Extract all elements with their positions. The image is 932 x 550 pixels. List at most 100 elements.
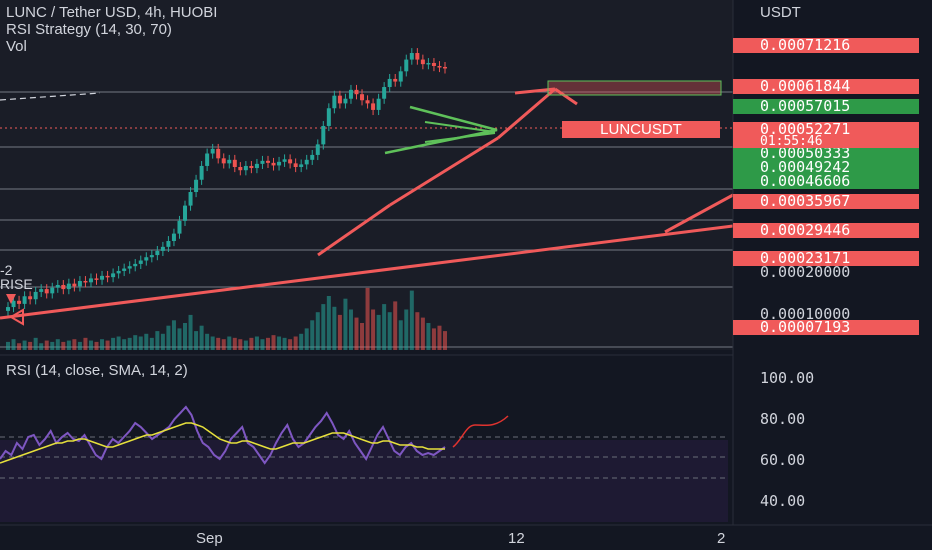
volume-bar — [265, 337, 270, 350]
candles — [6, 48, 447, 317]
volume-bar — [415, 312, 420, 350]
candle-body — [88, 278, 93, 283]
volume-bar — [183, 323, 188, 350]
volume-bar — [238, 339, 243, 350]
rsi-ma-line — [0, 422, 445, 464]
volume-bar — [271, 335, 276, 350]
volume-bar — [144, 333, 149, 350]
volume-bar — [138, 336, 143, 350]
projection-up — [497, 87, 556, 140]
price-label: 0.00061844 — [733, 79, 919, 94]
candle-body — [443, 66, 447, 69]
target-zone — [547, 80, 722, 96]
volume-bar — [354, 317, 359, 350]
volume-bar — [177, 328, 182, 350]
volume-bar — [61, 341, 66, 350]
candle-body — [299, 164, 304, 167]
candle-body — [44, 289, 49, 294]
volume-bar — [100, 339, 105, 350]
rsi-pane — [0, 405, 728, 479]
dashed-level — [0, 92, 101, 101]
candle-body — [17, 300, 22, 304]
candle-body — [188, 192, 193, 206]
candle-body — [404, 59, 409, 72]
trendline-short — [664, 193, 734, 234]
price-label: 0.00029446 — [733, 223, 919, 238]
volume-bar — [293, 336, 298, 350]
volume-bar — [122, 339, 127, 350]
chart-title: LUNC / Tether USD, 4h, HUOBI — [6, 4, 218, 21]
candle-body — [282, 159, 287, 162]
candle-body — [426, 62, 431, 65]
candle-body — [183, 205, 188, 221]
candle-body — [431, 62, 436, 67]
candle-body — [28, 296, 33, 300]
volume-bar — [227, 336, 232, 350]
volume-bar — [133, 335, 138, 350]
price-label: 0.00046606 — [733, 174, 919, 189]
candle-body — [105, 275, 110, 278]
candle-body — [116, 270, 121, 274]
candle-body — [144, 257, 149, 261]
x-tick-sep: Sep — [196, 530, 223, 547]
candle-body — [376, 98, 381, 110]
annotations — [0, 80, 734, 326]
volume-bar — [393, 301, 398, 350]
volume-bar — [337, 314, 342, 350]
volume-bar — [260, 339, 265, 350]
volume-bar — [72, 339, 77, 350]
candle-body — [387, 78, 392, 88]
candle-body — [94, 278, 99, 280]
volume-bar — [348, 309, 353, 350]
candle-body — [343, 98, 348, 104]
rsi-tick: 40.00 — [760, 492, 806, 510]
volume-bar — [376, 314, 381, 350]
candle-body — [22, 296, 27, 304]
rsi-projection — [452, 415, 509, 448]
candle-body — [260, 160, 265, 164]
volume-bar — [426, 323, 431, 350]
rsi-header: RSI (14, close, SMA, 14, 2) — [6, 362, 188, 379]
volume-bar — [387, 312, 392, 350]
x-tick-2: 2 — [717, 530, 726, 547]
rsi-band-background — [0, 440, 728, 522]
candle-body — [437, 66, 442, 68]
volume-bar — [243, 340, 248, 350]
volume-bar — [304, 328, 309, 350]
candle-body — [354, 89, 359, 95]
volume-bar — [11, 339, 16, 350]
candle-body — [293, 163, 298, 167]
candle-body — [166, 241, 171, 247]
price-label: 0.00023171 — [733, 251, 919, 266]
volume-bar — [127, 337, 132, 350]
volume-bar — [365, 287, 370, 350]
candle-body — [11, 300, 16, 308]
candle-body — [221, 158, 226, 164]
left-arrow-icon — [9, 308, 24, 326]
candle-body — [382, 87, 387, 99]
price-label: 0.00049242 — [733, 160, 919, 175]
symbol-tag[interactable]: LUNCUSDT — [562, 121, 720, 138]
volume-bar — [55, 339, 60, 350]
volume-label: Vol — [6, 38, 27, 55]
candle-body — [409, 53, 414, 60]
candle-body — [304, 159, 309, 165]
candle-body — [415, 53, 420, 60]
volume-bar — [398, 320, 403, 350]
candle-body — [83, 280, 88, 283]
candle-body — [149, 255, 154, 258]
volume-bar — [205, 333, 210, 350]
volume-bar — [39, 343, 44, 350]
candle-body — [321, 125, 326, 145]
volume-bar — [94, 341, 99, 350]
volume-bar — [221, 339, 226, 350]
volume-bar — [44, 340, 49, 350]
volume-bar — [160, 333, 165, 350]
volume-bar — [249, 337, 254, 350]
volume-bar — [28, 341, 33, 350]
volume-bar — [332, 306, 337, 350]
candle-body — [243, 165, 248, 171]
candle-body — [33, 291, 38, 300]
volume-bar — [443, 331, 447, 350]
volume-bar — [50, 341, 55, 350]
